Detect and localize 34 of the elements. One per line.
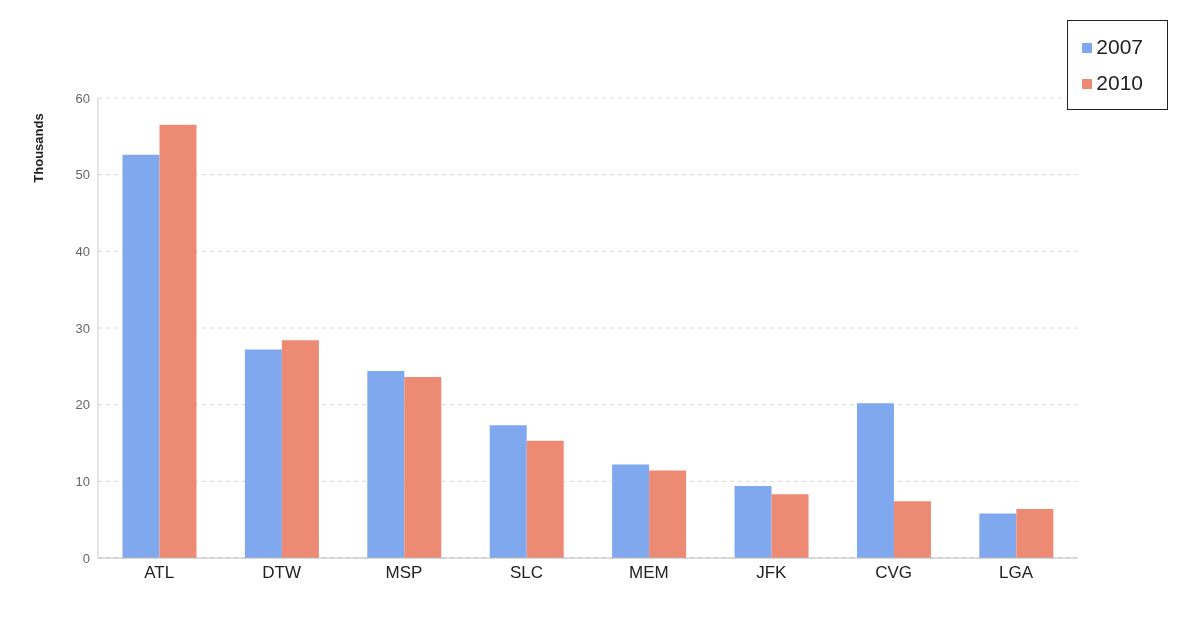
- y-tick-label: 20: [75, 397, 90, 413]
- x-tick-label: CVG: [875, 563, 913, 583]
- x-tick-label: JFK: [756, 563, 788, 583]
- y-axis-title: Thousands: [30, 113, 46, 183]
- x-tick-label: ATL: [144, 563, 175, 583]
- bar: [489, 425, 527, 558]
- y-tick-label: 40: [75, 243, 90, 259]
- bar: [159, 124, 197, 558]
- bar: [979, 513, 1017, 558]
- bar: [771, 494, 809, 558]
- y-tick-label: 30: [75, 320, 90, 336]
- legend-label: 2007: [1096, 35, 1143, 58]
- x-tick-label: DTW: [262, 563, 301, 583]
- x-tick-label: MSP: [385, 563, 423, 583]
- bar: [1016, 508, 1054, 558]
- x-tick-label: MEM: [629, 563, 669, 583]
- bar: [856, 403, 894, 558]
- y-tick-label: 0: [82, 550, 90, 566]
- legend-label: 2010: [1096, 71, 1143, 94]
- bar: [122, 154, 160, 558]
- bar: [526, 440, 564, 558]
- bar: [404, 377, 442, 558]
- y-tick-label: 50: [75, 167, 90, 183]
- bar: [367, 370, 405, 558]
- bar: [893, 501, 931, 558]
- bar: [649, 470, 687, 558]
- y-tick-label: 10: [75, 473, 90, 489]
- bar: [612, 464, 650, 558]
- bar: [244, 349, 282, 558]
- y-tick-label: 60: [75, 90, 90, 106]
- x-tick-label: LGA: [999, 563, 1034, 583]
- bar: [734, 485, 772, 558]
- bar: [281, 340, 319, 558]
- x-tick-label: SLC: [509, 563, 543, 583]
